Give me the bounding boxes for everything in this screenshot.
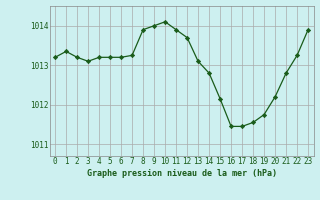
X-axis label: Graphe pression niveau de la mer (hPa): Graphe pression niveau de la mer (hPa) bbox=[87, 169, 276, 178]
